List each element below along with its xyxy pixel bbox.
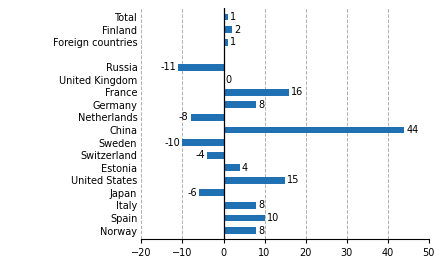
Bar	[224, 39, 228, 45]
Text: 15: 15	[287, 175, 300, 185]
Text: 1: 1	[230, 12, 236, 22]
Bar	[191, 114, 224, 121]
Bar	[224, 227, 256, 234]
Text: -8: -8	[179, 113, 189, 122]
Text: 4: 4	[242, 163, 248, 173]
Bar	[224, 215, 265, 221]
Text: -6: -6	[187, 188, 197, 198]
Text: 8: 8	[259, 100, 265, 110]
Text: -11: -11	[160, 62, 176, 72]
Text: 1: 1	[230, 37, 236, 47]
Bar	[179, 64, 224, 71]
Bar	[224, 126, 404, 134]
Bar	[224, 164, 240, 171]
Bar	[224, 101, 256, 108]
Bar	[224, 89, 289, 96]
Text: -10: -10	[165, 138, 180, 148]
Bar	[224, 202, 256, 209]
Text: 0: 0	[225, 75, 232, 85]
Text: 10: 10	[267, 213, 279, 223]
Text: 2: 2	[234, 24, 240, 35]
Text: 8: 8	[259, 200, 265, 211]
Bar	[224, 26, 232, 33]
Text: -4: -4	[195, 150, 205, 160]
Bar	[207, 152, 224, 159]
Text: 8: 8	[259, 225, 265, 236]
Bar	[224, 177, 285, 184]
Text: 16: 16	[291, 87, 304, 97]
Bar	[199, 189, 224, 196]
Bar	[224, 14, 228, 20]
Bar	[183, 139, 224, 146]
Text: 44: 44	[406, 125, 419, 135]
